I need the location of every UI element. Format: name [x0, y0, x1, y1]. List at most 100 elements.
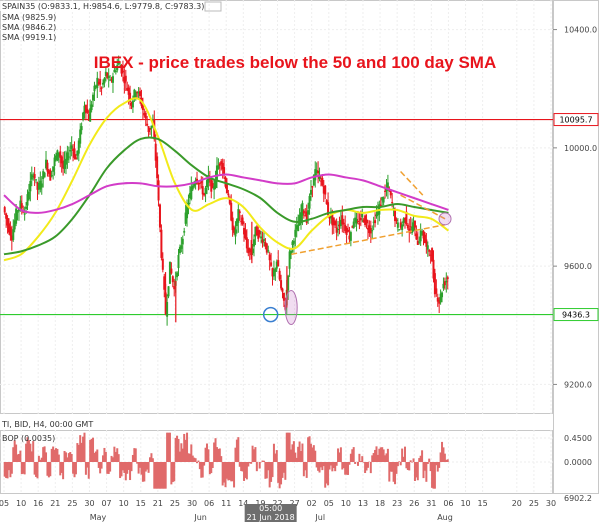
candle-body	[341, 215, 344, 225]
bop-bar	[59, 462, 62, 476]
bop-bar	[341, 462, 344, 470]
bop-bar	[168, 432, 171, 462]
bop-bar	[69, 452, 72, 462]
candle-body	[267, 250, 270, 252]
candle-body	[27, 191, 30, 200]
bop-bar	[161, 462, 164, 489]
bop-bar	[240, 462, 243, 472]
candle-body	[331, 214, 334, 226]
candle-body	[314, 169, 317, 181]
candle-body	[312, 175, 315, 186]
sma-magenta-line	[3, 173, 449, 214]
bop-bar	[197, 460, 200, 462]
candle-body	[37, 182, 40, 190]
bop-bar	[111, 457, 114, 462]
bop-bar	[146, 462, 149, 470]
bop-bar	[391, 462, 394, 472]
candle-body	[401, 224, 404, 230]
bop-bar	[365, 462, 368, 471]
candle-body	[59, 151, 62, 158]
bop-bar	[317, 462, 320, 471]
horizontal-lines	[0, 118, 553, 316]
bop-bar	[178, 451, 181, 462]
x-tick-label: 19	[255, 499, 265, 508]
candle-body	[143, 112, 146, 116]
candle-body	[134, 91, 137, 98]
y-tick-label: 9200.0	[564, 380, 592, 389]
bop-bar	[331, 462, 334, 472]
candle-body	[322, 186, 325, 194]
bop-bar	[304, 462, 307, 471]
candle-body	[220, 161, 223, 165]
bop-bar	[309, 443, 312, 462]
candle-body	[67, 156, 70, 158]
bop-bar	[7, 462, 10, 471]
bop-bar	[207, 449, 210, 462]
candle-body	[102, 82, 105, 85]
bop-bar	[433, 462, 436, 489]
bop-bar	[364, 462, 367, 474]
bop-bar	[66, 457, 69, 462]
bop-bar	[287, 432, 290, 462]
chart-title: IBEX - price trades below the 50 and 100…	[94, 53, 496, 72]
candle-body	[74, 157, 77, 160]
candle-body	[56, 150, 59, 161]
x-tick-label: 05	[324, 499, 334, 508]
bop-bar	[10, 462, 13, 474]
bop-bar	[151, 458, 154, 462]
candle-body	[94, 85, 97, 88]
candle-body	[421, 232, 424, 234]
bop-bar	[17, 453, 20, 462]
bop-bar	[426, 462, 429, 465]
candle-body	[428, 250, 431, 252]
bop-bar	[311, 447, 314, 462]
candle-body	[287, 275, 290, 291]
collapse-icon[interactable]	[204, 1, 222, 12]
bop-bar	[104, 451, 107, 462]
x-tick-label: 16	[33, 499, 43, 508]
bop-bar	[248, 462, 251, 464]
bop-bar	[40, 457, 43, 462]
candle-body	[443, 281, 446, 286]
bop-bar	[5, 462, 8, 479]
candle-body	[54, 155, 57, 158]
bop-bar	[121, 462, 124, 471]
bop-bar	[157, 462, 160, 489]
bop-bar	[198, 462, 201, 470]
bop-bar	[215, 447, 218, 462]
x-tick-label: 15	[136, 499, 146, 508]
x-tick-label: 10	[341, 499, 351, 508]
bop-bar	[190, 444, 193, 462]
bop-bar	[241, 462, 244, 472]
x-tick-label: 22	[272, 499, 282, 508]
bop-bar	[174, 437, 177, 462]
candle-body	[290, 250, 293, 255]
candle-body	[167, 286, 170, 297]
candle-body	[319, 180, 322, 182]
candle-body	[15, 208, 18, 224]
bop-bar	[84, 462, 87, 475]
bop-bar	[369, 462, 372, 474]
bop-bar	[176, 435, 179, 462]
candle-body	[80, 126, 83, 131]
bop-bar	[384, 455, 387, 462]
candle-body	[60, 156, 63, 164]
bop-bar	[301, 443, 304, 462]
bop-bar	[328, 462, 331, 470]
bop-bar	[442, 447, 445, 462]
bop-bar	[131, 454, 134, 462]
candle-body	[161, 258, 164, 270]
x-tick-label: 06	[443, 499, 453, 508]
candle-body	[13, 220, 16, 230]
bop-bar	[218, 448, 221, 462]
triangle-upper-line	[400, 194, 446, 220]
bop-bar	[204, 447, 207, 462]
candle-body	[64, 158, 67, 165]
candle-body	[89, 108, 92, 122]
candle-body	[146, 123, 149, 126]
bop-bar	[171, 462, 174, 483]
bop-bar	[19, 450, 22, 462]
bop-bar	[77, 444, 80, 462]
bop-bar	[441, 441, 444, 462]
bop-bar	[15, 444, 18, 462]
